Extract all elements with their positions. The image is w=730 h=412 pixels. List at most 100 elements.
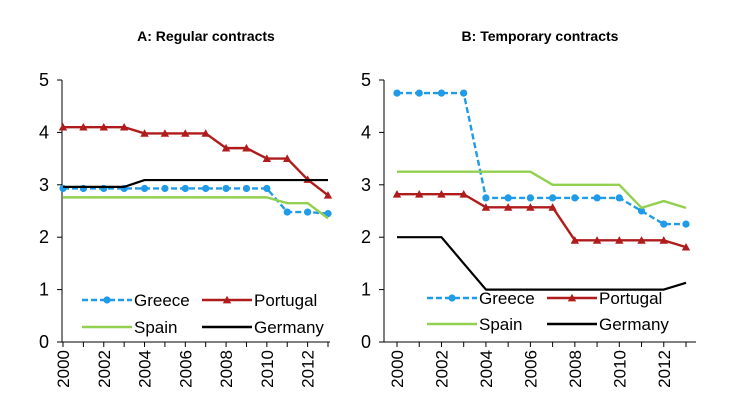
legend-entry-germany: Germany (202, 318, 324, 337)
y-tick-label: 4 (361, 122, 371, 142)
data-point-greece (324, 210, 332, 218)
data-point-greece (181, 184, 189, 193)
legend-label: Portugal (599, 289, 662, 308)
data-point-greece (263, 184, 271, 193)
data-point-greece (460, 89, 468, 97)
data-point-greece (526, 194, 534, 202)
data-point-portugal (437, 190, 446, 198)
legend-label: Germany (254, 318, 324, 337)
series-line-spain (397, 170, 687, 210)
legend-swatch-marker (222, 295, 232, 304)
legend-entry-greece: Greece (82, 291, 190, 310)
data-point-greece (140, 184, 149, 193)
data-point-greece (222, 184, 230, 193)
data-point-portugal (637, 236, 646, 244)
data-point-portugal (503, 203, 513, 211)
data-point-greece (504, 194, 512, 202)
x-tick-label: 2012 (299, 350, 318, 388)
x-tick-label: 2008 (566, 350, 585, 388)
panel-b-plot: 0 1 2 3 4 5 2000 2002 2004 2006 2008 2010 2012 Greece… (361, 70, 696, 388)
data-point-portugal (140, 129, 149, 137)
y-tick-label: 2 (39, 227, 49, 247)
x-tick-label: 2008 (217, 350, 236, 388)
data-point-portugal (58, 122, 68, 131)
y-tick-label: 3 (361, 175, 371, 195)
legend-label: Greece (134, 291, 190, 310)
legend-label: Spain (134, 318, 177, 337)
legend-label: Germany (599, 315, 669, 334)
data-point-greece (202, 184, 210, 193)
x-tick-label: 2012 (655, 350, 674, 388)
data-point-greece (637, 207, 646, 215)
data-point-portugal (526, 203, 535, 211)
data-point-portugal (392, 190, 402, 198)
data-point-portugal (592, 236, 602, 244)
data-point-portugal (262, 154, 272, 162)
data-point-greece (242, 184, 251, 193)
panel-b-title: B: Temporary contracts (462, 28, 619, 44)
x-tick-label: 2000 (54, 350, 73, 388)
data-point-greece (615, 194, 623, 202)
y-tick-label: 3 (39, 175, 49, 195)
data-point-portugal (181, 129, 190, 137)
data-point-portugal (283, 154, 292, 162)
series-line-germany (397, 236, 687, 291)
x-tick-label: 2004 (477, 350, 496, 388)
data-point-portugal (79, 122, 88, 131)
legend-entry-greece: Greece (427, 289, 535, 308)
legend-swatch-marker (567, 293, 577, 302)
data-point-portugal (481, 203, 491, 211)
panel-a-title: A: Regular contracts (137, 28, 275, 44)
legend-entry-portugal: Portugal (547, 289, 662, 308)
series-line-germany (63, 178, 328, 188)
x-tick-label: 2002 (432, 350, 451, 388)
data-point-greece (437, 89, 446, 97)
data-point-portugal (119, 122, 129, 131)
data-point-greece (682, 220, 690, 228)
y-tick-label: 2 (361, 227, 371, 247)
data-point-portugal (99, 122, 108, 131)
y-tick-label: 0 (361, 332, 371, 352)
data-point-portugal (548, 203, 557, 211)
legend-entry-spain: Spain (82, 318, 177, 337)
data-point-greece (482, 194, 490, 202)
y-tick-label: 4 (39, 122, 49, 142)
data-point-greece (283, 208, 291, 216)
series-line-spain (63, 196, 329, 220)
data-point-greece (549, 194, 557, 202)
legend-swatch-marker (448, 294, 456, 302)
y-tick-label: 0 (39, 332, 49, 352)
data-point-portugal (615, 236, 624, 244)
data-point-greece (161, 184, 169, 193)
series-line-portugal (63, 125, 329, 197)
x-tick-label: 2004 (136, 350, 155, 388)
x-tick-label: 2010 (610, 350, 629, 388)
data-point-portugal (570, 236, 580, 244)
y-tick-label: 1 (361, 280, 371, 300)
data-point-portugal (221, 143, 231, 152)
legend-label: Portugal (254, 291, 317, 310)
series-line-greece (63, 187, 329, 215)
legend-label: Greece (479, 289, 535, 308)
legend-entry-spain: Spain (427, 315, 522, 334)
y-tick-label: 5 (39, 70, 49, 90)
y-tick-label: 5 (361, 70, 371, 90)
data-point-portugal (201, 129, 210, 137)
legend-label: Spain (479, 315, 522, 334)
legend-entry-germany: Germany (547, 315, 669, 334)
data-point-greece (304, 208, 312, 216)
data-point-portugal (459, 190, 468, 198)
x-tick-label: 2010 (258, 350, 277, 388)
legend-entry-portugal: Portugal (202, 291, 317, 310)
data-point-portugal (242, 143, 251, 152)
data-point-greece (393, 89, 401, 97)
data-point-greece (593, 194, 601, 202)
data-point-greece (415, 89, 423, 97)
panel-a-plot: 0 1 2 3 4 5 2000 2002 2004 2006 2008 2010 2012 Greece… (39, 70, 333, 388)
data-point-portugal (659, 236, 668, 244)
legend-swatch-marker (103, 296, 111, 304)
x-tick-label: 2006 (521, 350, 540, 388)
data-point-portugal (160, 129, 170, 137)
data-point-greece (660, 220, 668, 228)
